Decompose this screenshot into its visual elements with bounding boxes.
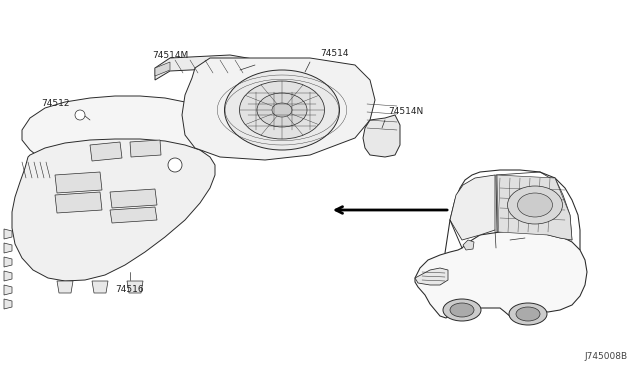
Polygon shape [4, 299, 12, 309]
Circle shape [75, 110, 85, 120]
Ellipse shape [225, 70, 339, 150]
Polygon shape [92, 281, 108, 293]
Polygon shape [155, 55, 270, 80]
Polygon shape [4, 257, 12, 267]
Ellipse shape [450, 303, 474, 317]
Polygon shape [110, 207, 157, 223]
Text: 74512: 74512 [41, 99, 69, 108]
Circle shape [168, 158, 182, 172]
Polygon shape [4, 271, 12, 281]
Polygon shape [57, 281, 73, 293]
Polygon shape [12, 139, 215, 281]
Ellipse shape [509, 303, 547, 325]
Polygon shape [55, 192, 102, 213]
Polygon shape [182, 58, 375, 160]
Polygon shape [450, 175, 495, 240]
Polygon shape [55, 172, 102, 193]
Polygon shape [4, 229, 12, 239]
Ellipse shape [257, 93, 307, 127]
Polygon shape [22, 96, 215, 177]
Polygon shape [130, 140, 161, 157]
Polygon shape [90, 142, 122, 161]
Polygon shape [463, 240, 474, 250]
Ellipse shape [443, 299, 481, 321]
Text: 74516: 74516 [116, 285, 144, 294]
Ellipse shape [508, 186, 563, 224]
Polygon shape [127, 281, 143, 293]
Text: 74514: 74514 [320, 49, 349, 58]
Polygon shape [110, 189, 157, 208]
Ellipse shape [518, 193, 552, 217]
Ellipse shape [239, 81, 324, 139]
Text: 74514M: 74514M [152, 51, 188, 60]
Polygon shape [415, 268, 448, 285]
Polygon shape [155, 62, 170, 76]
Polygon shape [415, 230, 587, 320]
Ellipse shape [272, 103, 292, 117]
Polygon shape [4, 243, 12, 253]
Text: 74514N: 74514N [388, 107, 423, 116]
Polygon shape [538, 178, 572, 240]
Text: J745008B: J745008B [584, 352, 627, 361]
Ellipse shape [516, 307, 540, 321]
Polygon shape [4, 285, 12, 295]
Polygon shape [363, 115, 400, 157]
Polygon shape [497, 175, 572, 240]
